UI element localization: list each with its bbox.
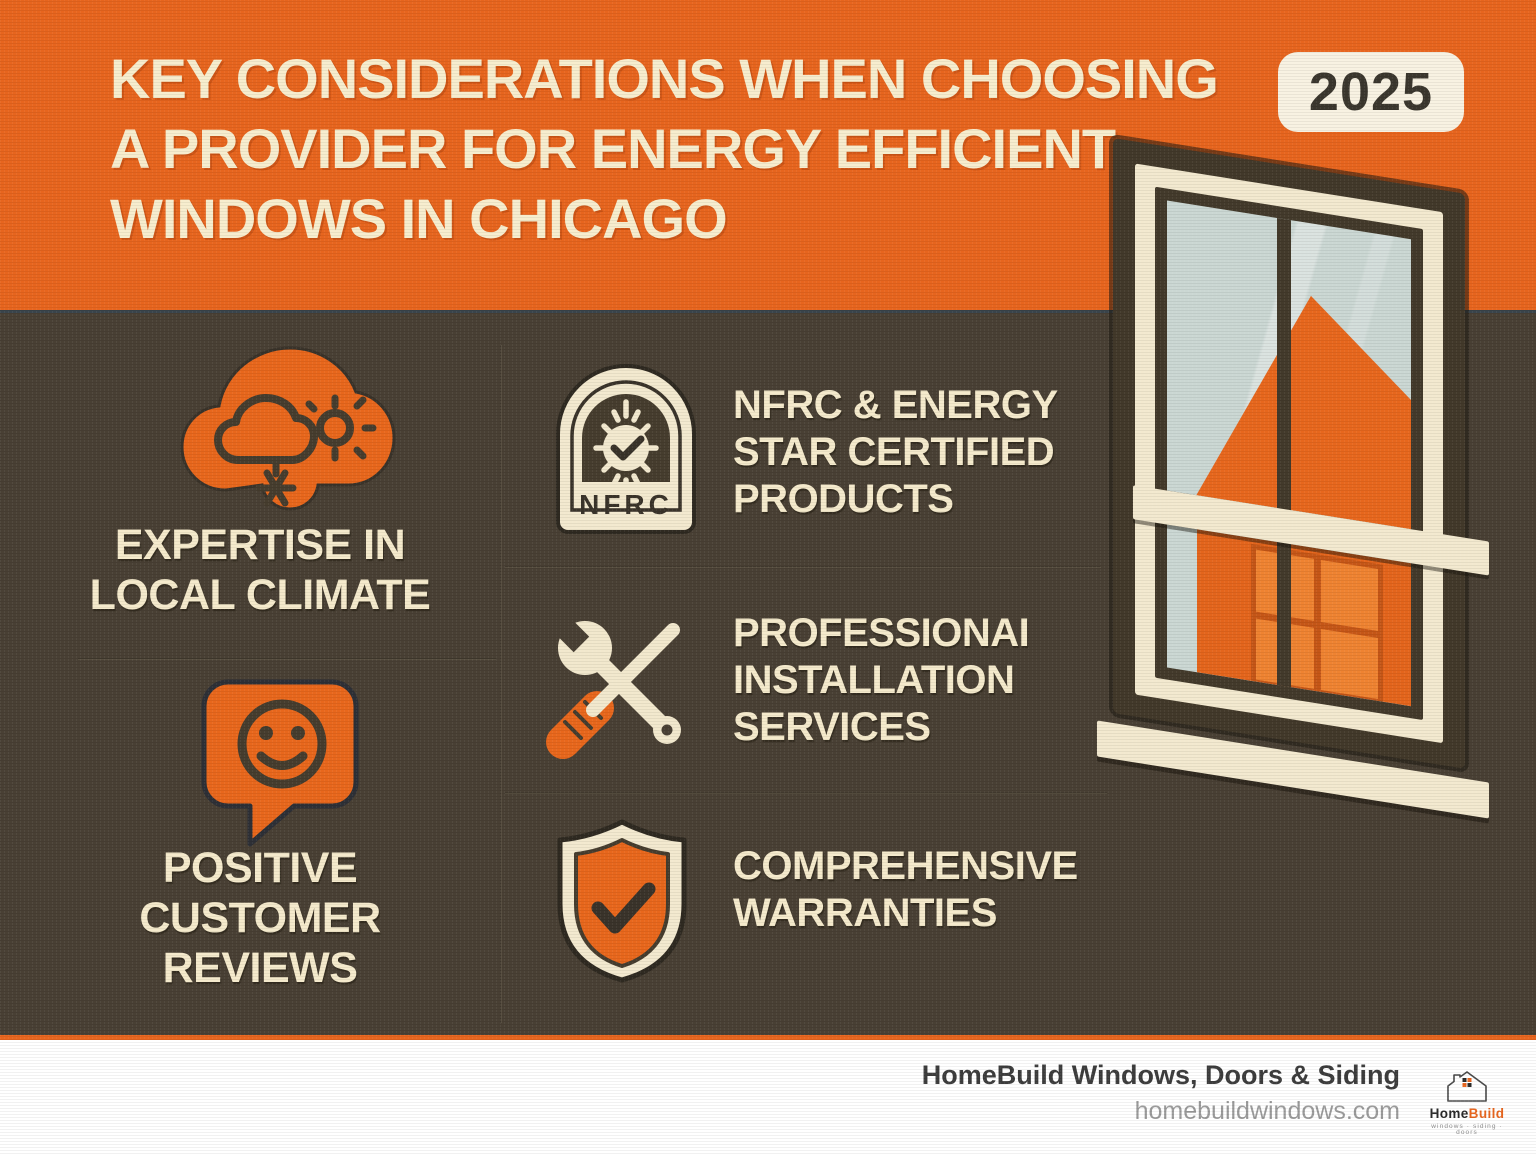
nfrc-badge-text: NFRC — [579, 489, 673, 520]
label-line: WARRANTIES — [733, 891, 997, 935]
logo-wordmark: HomeBuild — [1424, 1107, 1510, 1121]
year-badge: 2025 — [1278, 52, 1464, 132]
right-row-divider-1 — [505, 566, 1101, 568]
logo-word-build: Build — [1468, 1106, 1505, 1121]
shield-check-icon — [546, 816, 698, 986]
label-line: STAR CERTIFIED — [733, 430, 1055, 474]
house-pane — [1320, 628, 1378, 699]
label-line: PROFESSIONAI — [733, 611, 1030, 655]
tools-icon — [535, 598, 705, 770]
label-reviews: POSITIVE CUSTOMER REVIEWS — [45, 843, 475, 993]
left-row-divider — [78, 658, 496, 660]
website-url: homebuildwindows.com — [1134, 1097, 1400, 1125]
label-expertise: EXPERTISE IN LOCAL CLIMATE — [45, 520, 475, 620]
window-mullion — [1277, 217, 1291, 688]
label-line: NFRC & ENERGY — [733, 383, 1058, 427]
review-bubble-icon — [198, 676, 363, 848]
nfrc-badge-icon: NFRC — [548, 352, 704, 536]
logo-house-icon — [1447, 1071, 1487, 1102]
header-divider-line — [0, 310, 1536, 313]
title-line-2: A PROVIDER FOR ENERGY EFFICIENT — [110, 117, 1116, 180]
right-row-divider-2 — [505, 792, 1107, 794]
label-installation: PROFESSIONAI INSTALLATION SERVICES — [733, 610, 1030, 751]
label-warranties: COMPREHENSIVE WARRANTIES — [733, 843, 1078, 937]
house-pane — [1320, 559, 1378, 631]
homebuild-logo: HomeBuild windows · siding · doors — [1424, 1070, 1510, 1137]
footer-text-block: HomeBuild Windows, Doors & Siding homebu… — [922, 1056, 1400, 1128]
label-line: SERVICES — [733, 705, 931, 749]
title-line-1: KEY CONSIDERATIONS WHEN CHOOSING — [110, 47, 1219, 110]
house-window-grid — [1251, 543, 1383, 705]
logo-word-home: Home — [1429, 1106, 1469, 1121]
label-line: COMPREHENSIVE — [733, 844, 1078, 888]
footer: HomeBuild Windows, Doors & Siding homebu… — [0, 1040, 1536, 1154]
label-line: CUSTOMER REVIEWS — [139, 894, 381, 992]
logo-tagline: windows · siding · doors — [1431, 1122, 1503, 1136]
label-line: INSTALLATION — [733, 658, 1015, 702]
footer-accent-line — [0, 1035, 1536, 1040]
window-illustration — [1097, 138, 1513, 881]
label-line: LOCAL CLIMATE — [89, 571, 431, 619]
column-divider — [500, 345, 502, 1023]
label-certified: NFRC & ENERGY STAR CERTIFIED PRODUCTS — [733, 382, 1058, 523]
label-line: PRODUCTS — [733, 477, 954, 521]
label-line: POSITIVE — [162, 844, 358, 892]
title-line-3: WINDOWS IN CHICAGO — [110, 187, 728, 250]
company-name: HomeBuild Windows, Doors & Siding — [921, 1060, 1400, 1090]
page-title: KEY CONSIDERATIONS WHEN CHOOSING A PROVI… — [110, 44, 1270, 254]
weather-cloud-icon — [178, 340, 398, 512]
label-line: EXPERTISE IN — [114, 521, 406, 569]
